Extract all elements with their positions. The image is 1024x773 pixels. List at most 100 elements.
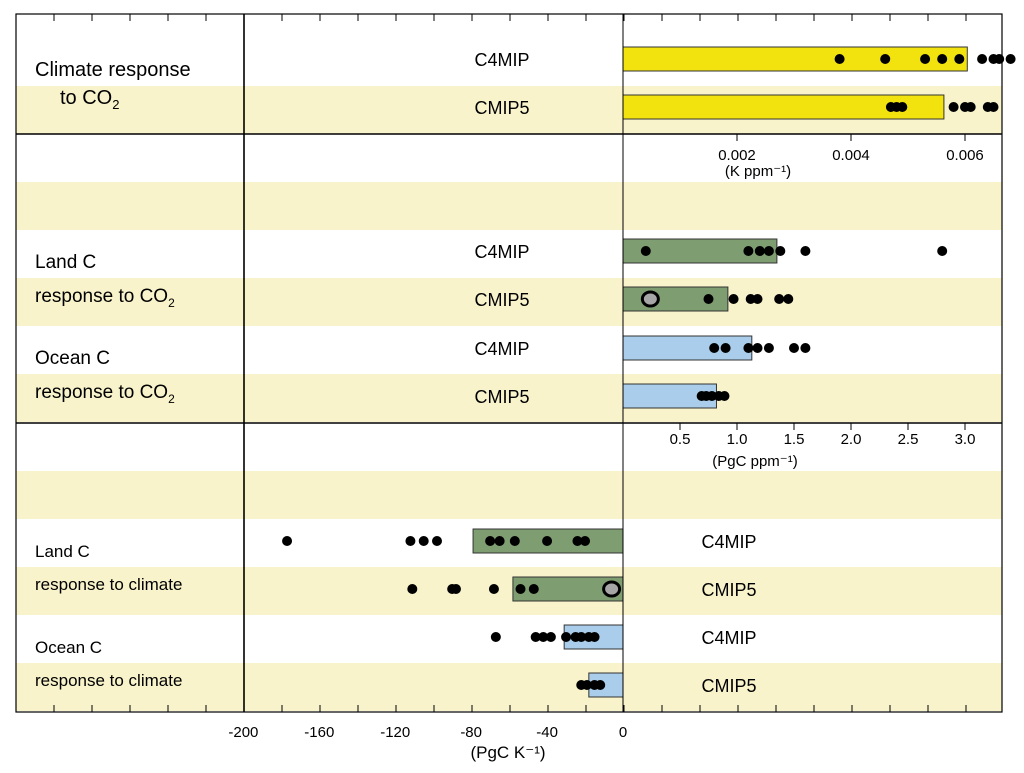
model-point (988, 102, 999, 112)
model-point (800, 343, 811, 353)
model-point (490, 632, 501, 642)
tick-label: -160 (304, 724, 334, 741)
model-point (745, 294, 756, 304)
model-point (530, 632, 541, 642)
axis-unit-pgc-ppm: (PgC ppm⁻¹) (712, 453, 797, 470)
model-point (706, 391, 717, 401)
tick-label: 0.002 (718, 147, 756, 164)
model-point (509, 536, 520, 546)
model-point (763, 246, 774, 256)
group-label-climate-subscript: 2 (112, 97, 119, 112)
outlier-point (602, 580, 622, 598)
group-label-climate-line2: to CO2 (60, 87, 119, 112)
row-label-cmip5: CMIP5 (701, 676, 756, 696)
model-point (572, 536, 583, 546)
row-band (16, 182, 1002, 230)
model-point (542, 536, 553, 546)
model-point (937, 54, 948, 64)
tick-label: 1.0 (727, 431, 748, 448)
model-point (282, 536, 293, 546)
model-point (954, 54, 965, 64)
model-point (752, 343, 763, 353)
group-label-ocean-climate-line1: Ocean C (35, 638, 102, 657)
tick-label: 2.5 (898, 431, 919, 448)
bar-c4mip (622, 46, 968, 72)
labels: C4MIP CMIP5 Climate response to CO2 0.002 0.0… (35, 50, 984, 762)
tick-label: 0 (619, 724, 627, 741)
tick-label: 3.0 (955, 431, 976, 448)
model-point (763, 343, 774, 353)
axis-unit-k-ppm: (K ppm⁻¹) (725, 163, 791, 180)
model-point (488, 584, 499, 594)
group-label-land-climate-line1: Land C (35, 542, 90, 561)
group-label-climate-line1: Climate response (35, 59, 191, 81)
tick-label: -80 (460, 724, 482, 741)
model-point (1005, 54, 1016, 64)
row-label-cmip5: CMIP5 (474, 290, 529, 310)
row-label-cmip5: CMIP5 (474, 387, 529, 407)
model-point (581, 680, 592, 690)
model-point (703, 294, 714, 304)
row-band (16, 471, 1002, 519)
model-point (580, 536, 591, 546)
model-point (494, 536, 505, 546)
row-label-c4mip: C4MIP (474, 242, 529, 262)
model-point (880, 54, 891, 64)
group-label-ocean-co2-line1: Ocean C (35, 348, 110, 369)
tick-label: 2.0 (841, 431, 862, 448)
model-point (965, 102, 976, 112)
model-point (528, 584, 539, 594)
model-point (775, 246, 786, 256)
model-point (545, 632, 556, 642)
model-points (282, 54, 1016, 690)
model-point (743, 246, 754, 256)
row-band (16, 567, 1002, 615)
row-label-cmip5: CMIP5 (474, 98, 529, 118)
tick-label: 0.5 (670, 431, 691, 448)
model-point (709, 343, 720, 353)
model-point (515, 584, 526, 594)
group-label-ocean-co2-line2: response to CO2 (35, 382, 175, 406)
model-point (937, 246, 948, 256)
model-point (789, 343, 799, 353)
row-label-c4mip: C4MIP (701, 532, 756, 552)
frame-lines (15, 13, 1003, 713)
outlier-point (640, 290, 660, 308)
model-point (576, 632, 587, 642)
group-label-land-co2-line2: response to CO2 (35, 286, 175, 310)
model-point (728, 294, 739, 304)
tick-label: 1.5 (784, 431, 805, 448)
tick-label: -120 (380, 724, 410, 741)
model-point (640, 246, 651, 256)
model-point (418, 536, 429, 546)
row-label-c4mip: C4MIP (474, 50, 529, 70)
model-point (561, 632, 572, 642)
model-point (754, 246, 765, 256)
bar-cmip5 (622, 94, 945, 120)
model-point (743, 343, 754, 353)
tick-label: -40 (536, 724, 558, 741)
model-point (834, 54, 845, 64)
axis-unit-pgc-k: (PgC K⁻¹) (470, 743, 545, 762)
group-label-land-co2-line1: Land C (35, 252, 96, 273)
row-label-c4mip: C4MIP (701, 628, 756, 648)
model-point (948, 102, 959, 112)
model-point (752, 294, 763, 304)
model-point (774, 294, 785, 304)
row-band (16, 278, 1002, 326)
model-point (431, 536, 442, 546)
model-point (720, 343, 731, 353)
group-label-land-climate-line2: response to climate (35, 575, 182, 594)
row-band (16, 663, 1002, 711)
model-point (783, 294, 794, 304)
group-label-ocean-co2-subscript: 2 (168, 392, 175, 406)
model-point (994, 54, 1005, 64)
tick-label: 0.004 (832, 147, 870, 164)
model-point (977, 54, 988, 64)
model-point (595, 680, 606, 690)
model-point (485, 536, 496, 546)
model-point (920, 54, 931, 64)
row-band (16, 374, 1002, 422)
row-bands (16, 86, 1002, 711)
